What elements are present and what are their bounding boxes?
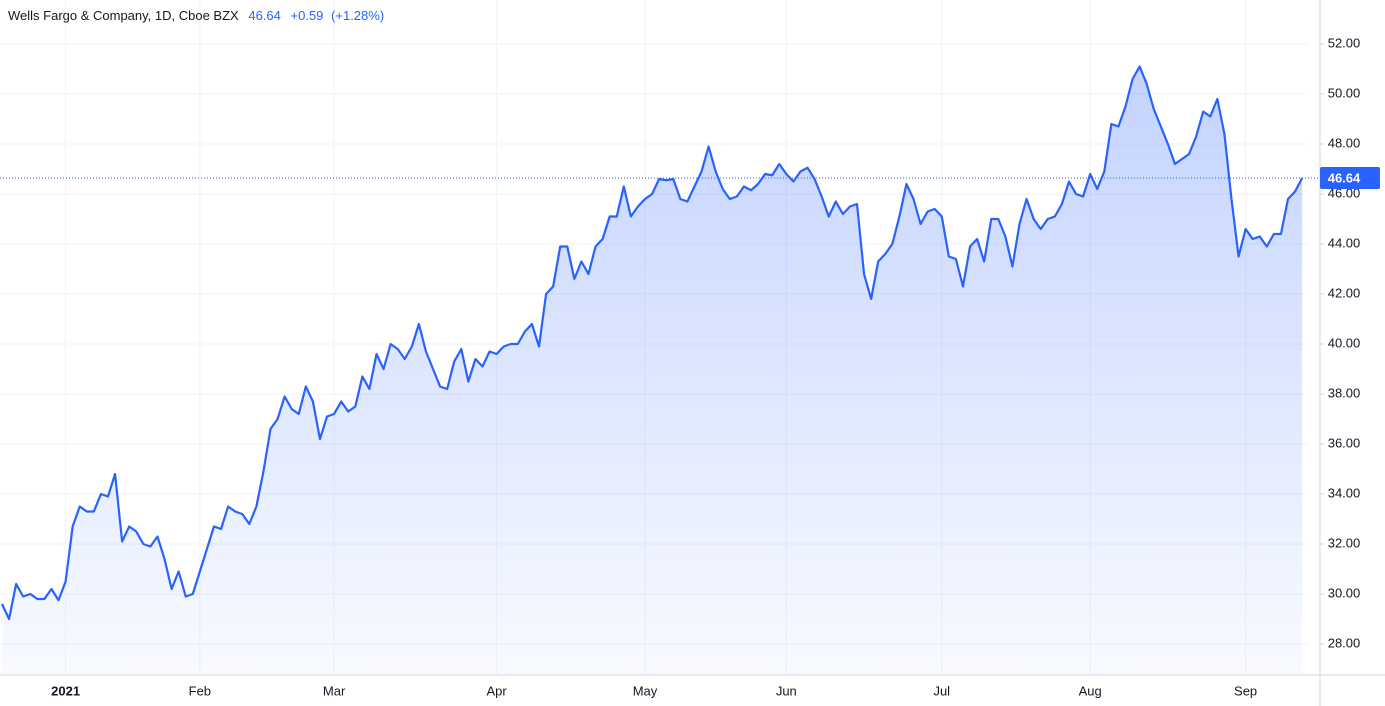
y-tick-label: 40.00: [1328, 335, 1361, 350]
header-price: 46.64: [248, 8, 281, 23]
x-tick-label: Jun: [776, 683, 797, 698]
area-fill: [2, 66, 1303, 675]
x-tick-label: Mar: [323, 683, 346, 698]
last-price-label: 46.64: [1328, 170, 1361, 185]
legend-header: Wells Fargo & Company, 1D, Cboe BZX 46.6…: [8, 8, 384, 23]
y-tick-label: 46.00: [1328, 185, 1361, 200]
x-tick-label: May: [633, 683, 658, 698]
header-change-percent: (+1.28%): [331, 8, 384, 23]
y-tick-label: 50.00: [1328, 85, 1361, 100]
x-tick-label: Aug: [1079, 683, 1102, 698]
y-tick-label: 44.00: [1328, 235, 1361, 250]
y-tick-label: 32.00: [1328, 535, 1361, 550]
y-tick-label: 38.00: [1328, 385, 1361, 400]
x-tick-label: Apr: [487, 683, 508, 698]
x-tick-label: Feb: [189, 683, 211, 698]
chart-title: Wells Fargo & Company, 1D, Cboe BZX: [8, 8, 239, 23]
x-tick-label: 2021: [51, 683, 80, 698]
last-price-tag: [1320, 167, 1380, 189]
y-tick-label: 42.00: [1328, 285, 1361, 300]
y-tick-label: 34.00: [1328, 485, 1361, 500]
y-tick-label: 28.00: [1328, 635, 1361, 650]
y-tick-label: 48.00: [1328, 135, 1361, 150]
y-tick-label: 36.00: [1328, 435, 1361, 450]
x-tick-label: Sep: [1234, 683, 1257, 698]
y-tick-label: 52.00: [1328, 35, 1361, 50]
y-tick-label: 30.00: [1328, 585, 1361, 600]
header-change: +0.59: [291, 8, 324, 23]
plot: [0, 65, 1320, 675]
x-tick-label: Jul: [933, 683, 950, 698]
price-line: [1, 65, 1304, 621]
